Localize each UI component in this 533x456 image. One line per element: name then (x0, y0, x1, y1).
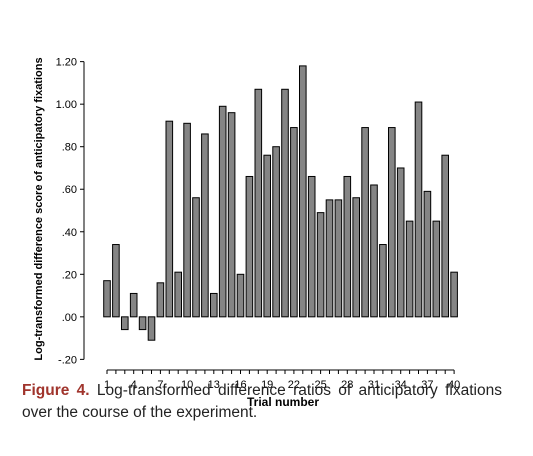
y-tick-label: .40 (62, 227, 77, 239)
figure-label: Figure 4. (22, 382, 90, 399)
bar (138, 316, 147, 331)
bar (263, 154, 271, 318)
y-tick-label: 1.00 (56, 99, 77, 111)
x-tick-label: 31 (368, 379, 380, 391)
bar (396, 167, 405, 318)
bar (343, 175, 352, 318)
bar (432, 220, 441, 318)
y-tick-label: .60 (62, 184, 77, 196)
bar (361, 127, 369, 318)
bar (334, 199, 343, 318)
bar (370, 184, 378, 318)
y-axis: -.20 .00 .20 .40 .60 .80 1.00 1.20 (56, 57, 85, 366)
x-tick-label: 4 (131, 379, 137, 391)
bar (405, 220, 414, 318)
y-tick-label: .20 (62, 269, 77, 281)
x-axis-label: Trial number (247, 395, 319, 409)
bar (174, 271, 182, 318)
x-tick-label: 25 (314, 379, 326, 391)
bar (129, 292, 138, 318)
bar (254, 88, 263, 318)
bar (112, 244, 120, 318)
bar (192, 197, 200, 318)
bars (103, 65, 458, 341)
x-tick-label: 22 (288, 379, 300, 391)
bar (299, 65, 307, 318)
y-tick-label: .80 (62, 142, 77, 154)
x-tick-label: 37 (421, 379, 433, 391)
bar (201, 133, 209, 318)
bar (379, 244, 387, 318)
figure-caption: Figure 4. Log-transformed difference rat… (22, 380, 502, 424)
bar (147, 316, 156, 341)
bar (121, 316, 129, 331)
bar (316, 212, 325, 318)
bar (352, 197, 360, 318)
x-tick-label: 34 (395, 379, 407, 391)
bar (423, 190, 432, 318)
x-tick-label: 40 (448, 379, 460, 391)
bar (307, 175, 316, 318)
bar (227, 112, 236, 318)
bar (388, 127, 396, 318)
bar (245, 175, 254, 318)
bar (218, 105, 227, 318)
bar (210, 292, 218, 318)
x-tick-label: 19 (261, 379, 273, 391)
bar (272, 146, 280, 318)
bar (103, 280, 111, 318)
bar (325, 199, 334, 318)
bar (165, 120, 174, 318)
bar (236, 273, 245, 318)
bar (156, 282, 165, 318)
x-tick-label: 13 (208, 379, 220, 391)
x-axis: 1 4 7 10 13 16 19 22 25 28 31 34 37 40 (104, 369, 460, 391)
y-tick-label: .00 (62, 312, 77, 324)
y-tick-label: 1.20 (56, 57, 77, 69)
x-tick-label: 7 (157, 379, 163, 391)
x-tick-label: 1 (104, 379, 110, 391)
bar (290, 127, 298, 318)
caption-text: Log-transformed difference ratios of ant… (22, 382, 502, 421)
x-tick-label: 28 (341, 379, 353, 391)
bar (281, 88, 289, 318)
y-tick-label: -.20 (58, 354, 77, 366)
bar (441, 154, 449, 318)
bar (414, 101, 423, 318)
bar (450, 271, 458, 318)
x-tick-label: 10 (181, 379, 193, 391)
y-axis-label: Log-transformed difference score of anti… (33, 57, 45, 360)
x-tick-label: 16 (234, 379, 246, 391)
bar (183, 122, 191, 318)
